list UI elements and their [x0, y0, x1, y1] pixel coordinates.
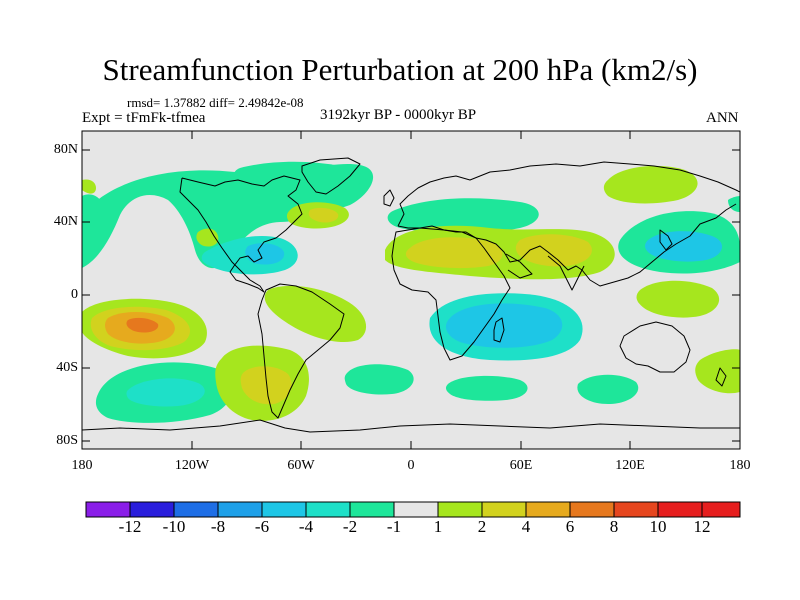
contour-positive-europe-4	[308, 207, 339, 223]
contour-positive-tropical-pacific-west-8	[126, 317, 159, 333]
colorbar-label: -10	[162, 517, 186, 536]
coastline-madagascar	[493, 317, 505, 343]
lat-label-80s: 80S	[56, 433, 78, 448]
coastline-greenland	[301, 157, 361, 195]
contour-negative-north-pacific-edge	[82, 194, 103, 215]
colorbar-box	[569, 501, 615, 518]
coastline-south-america	[257, 283, 345, 419]
colorbar-box	[129, 501, 175, 518]
colorbar-label: -4	[298, 517, 314, 536]
lon-label-0: 0	[407, 458, 415, 473]
rmsd-diff-stats: rmsd= 1.37882 diff= 2.49842e-08	[127, 95, 304, 110]
colorbar-box	[173, 501, 219, 518]
season-label: ANN	[706, 110, 739, 126]
colorbar-box	[481, 501, 527, 518]
plot-title: Streamfunction Perturbation at 200 hPa (…	[102, 52, 698, 87]
contour-negative-east-atlantic-edge	[728, 196, 740, 212]
contour-negative-south-pacific-core	[126, 378, 205, 407]
lat-label-40s: 40S	[56, 360, 78, 375]
lat-label-0: 0	[71, 287, 78, 302]
colorbar-box	[613, 501, 659, 518]
colorbar-label: -1	[386, 517, 402, 536]
coastline-new-zealand	[715, 367, 727, 387]
coastline-arabia-india	[505, 253, 585, 291]
colorbar-label: -8	[210, 517, 226, 536]
lon-label-180w: 180	[71, 458, 93, 473]
colorbar-box	[85, 501, 131, 518]
colorbar	[85, 501, 741, 518]
colorbar-box	[701, 501, 741, 518]
anomaly-contours	[82, 161, 740, 423]
colorbar-label: 6	[565, 517, 575, 536]
colorbar-label: 10	[649, 517, 667, 536]
time-period-label: 3192kyr BP - 0000kyr BP	[320, 107, 477, 123]
coastline-africa	[391, 227, 511, 361]
lon-label-180e: 180	[729, 458, 751, 473]
coastline-uk	[383, 189, 395, 207]
contour-positive-south-america-4	[240, 366, 292, 405]
coastline-japan	[659, 229, 673, 251]
contour-positive-southeast-pacific	[695, 349, 740, 394]
colorbar-box	[217, 501, 263, 518]
lat-label-40n: 40N	[53, 214, 78, 229]
contour-positive-tropical-atlantic	[264, 285, 367, 343]
axis-ticks	[82, 131, 740, 449]
lon-label-60e: 60E	[509, 458, 533, 473]
colorbar-box	[261, 501, 307, 518]
lon-label-120e: 120E	[615, 458, 645, 473]
contour-negative-pacific-west-edge	[82, 227, 96, 258]
contour-negative-caribbean-core	[245, 243, 285, 265]
colorbar-box	[305, 501, 351, 518]
contour-negative-south-atlantic	[344, 364, 414, 395]
colorbar-label: 1	[433, 517, 443, 536]
coastline-australia	[619, 321, 691, 373]
colorbar-label: 4	[521, 517, 531, 536]
contour-negative-central-asia	[387, 198, 539, 234]
colorbar-box	[393, 501, 439, 518]
contour-negative-southern-indian	[445, 375, 528, 401]
colorbar-box	[525, 501, 571, 518]
lat-label-80n: 80N	[53, 142, 78, 157]
colorbar-label: 8	[609, 517, 619, 536]
colorbar-label: -12	[118, 517, 142, 536]
experiment-label: Expt = tFmFk-tfmea	[82, 110, 206, 126]
colorbar-box	[437, 501, 483, 518]
contour-negative-australia-south	[577, 374, 639, 404]
contour-negative-north-pacific-core	[645, 231, 723, 262]
coastline-antarctica	[82, 419, 740, 433]
contour-positive-north-africa-4	[405, 237, 503, 269]
colorbar-box	[349, 501, 395, 518]
contour-positive-arctic-west	[82, 179, 96, 194]
coastline-north-america	[179, 175, 303, 293]
contour-positive-arabia-4	[515, 234, 592, 267]
contour-negative-indian-ocean-core	[445, 303, 563, 348]
lon-label-120w: 120W	[174, 458, 210, 473]
colorbar-label: 12	[693, 517, 711, 536]
colorbar-box	[657, 501, 703, 518]
lon-label-60w: 60W	[287, 458, 315, 473]
colorbar-label: -6	[254, 517, 270, 536]
contour-positive-siberia	[603, 165, 698, 204]
colorbar-label: -2	[342, 517, 358, 536]
coastlines	[82, 157, 740, 433]
contour-positive-western-pacific	[636, 280, 720, 318]
colorbar-label: 2	[477, 517, 487, 536]
